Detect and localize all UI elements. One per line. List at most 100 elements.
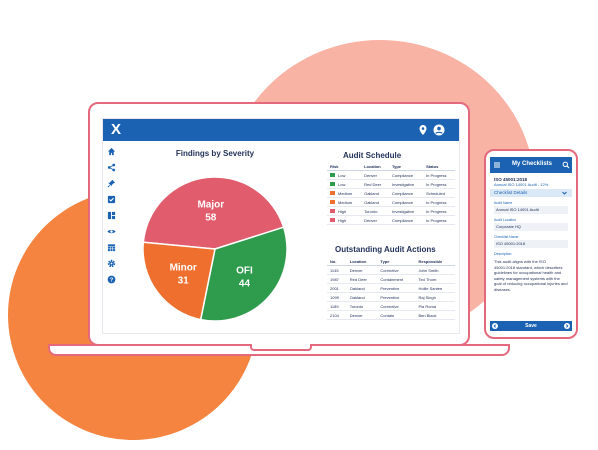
col-responsible: Responsible: [415, 257, 455, 266]
table-row[interactable]: Low Red Deer Investigative In Progress: [327, 179, 455, 189]
field-label: Checklist Name: [494, 235, 519, 239]
location-pin-icon[interactable]: [417, 124, 429, 136]
status-cell: In Progress: [423, 197, 455, 207]
slice-value-label: 31: [178, 276, 190, 287]
risk-label: Medium: [338, 199, 353, 205]
col-location: Location: [361, 162, 389, 171]
responsible-cell: Ben Black: [415, 310, 455, 320]
phone-title: My Checklists: [511, 161, 553, 167]
field-label: Description: [494, 252, 512, 256]
responsible-cell: Hollie Santee: [415, 283, 455, 293]
slice-name-label: Minor: [170, 263, 197, 274]
risk-color-swatch: [330, 209, 335, 214]
table-row[interactable]: High Toronto Investigative In Progress: [327, 206, 455, 216]
risk-cell: Low: [327, 179, 362, 189]
col-type: Type: [377, 257, 416, 266]
eye-icon[interactable]: [107, 227, 116, 236]
checklist-progress: Annual ISO 14001 Audit - 12%: [494, 182, 549, 187]
description-text: This audit aligns with the ISO 45001:201…: [494, 259, 568, 292]
audit-schedule-table: Risk Location Type Status Low Denver Compl…: [327, 162, 455, 225]
dashboard-screen: X ? Findings by Severity Major 58 OFI: [102, 118, 460, 334]
home-icon[interactable]: [107, 147, 116, 156]
table-row[interactable]: 1987 Red Deer Containment Ted Thorn: [327, 274, 455, 284]
table-row[interactable]: High Denver Compliance In Progress: [327, 215, 455, 225]
menu-icon[interactable]: [493, 161, 501, 169]
status-cell: Scheduled: [423, 188, 455, 198]
number-cell: 1189: [327, 301, 347, 311]
help-icon[interactable]: ?: [107, 275, 116, 284]
audit-location-field[interactable]: Corporate HQ: [494, 223, 568, 231]
table-row[interactable]: Medium Oakland Compliance In Progress: [327, 197, 455, 207]
risk-cell: Medium: [327, 197, 362, 207]
status-cell: In Progress: [423, 179, 455, 189]
share-icon[interactable]: [107, 163, 116, 172]
app-logo[interactable]: X: [110, 121, 121, 138]
number-cell: 1099: [327, 292, 347, 302]
risk-color-swatch: [330, 173, 335, 178]
checklist-name-field[interactable]: ISO 45001:2018: [494, 240, 568, 248]
svg-text:?: ?: [110, 278, 114, 284]
table-row[interactable]: 1189 Toronto Corrective Pia Roma: [327, 301, 455, 311]
chevron-down-icon: [562, 191, 567, 195]
settings-gear-icon[interactable]: [107, 259, 116, 268]
risk-label: Low: [338, 181, 346, 187]
type-cell: Corrective: [377, 301, 416, 311]
save-label: Save: [525, 323, 537, 329]
type-cell: Investigative: [388, 179, 424, 189]
location-cell: Oakland: [346, 292, 378, 302]
table-row[interactable]: 1099 Oakland Preventive Raj Singh: [327, 292, 455, 302]
field-label: Audit Location: [494, 218, 517, 222]
forward-arrow-icon[interactable]: [564, 323, 570, 329]
audit-name-field[interactable]: Annual ISO 14001 Audit: [494, 206, 568, 214]
table-row[interactable]: Medium Oakland Compliance Scheduled: [327, 188, 455, 198]
pin-icon[interactable]: [107, 179, 116, 188]
user-account-icon[interactable]: [433, 124, 445, 136]
location-cell: Denver: [361, 170, 389, 180]
table-row[interactable]: 1145 Denver Corrective John Smith: [327, 265, 455, 275]
laptop-frame: X ? Findings by Severity Major 58 OFI: [88, 102, 470, 346]
col-no: No.: [327, 257, 347, 266]
location-cell: Denver: [361, 215, 389, 225]
risk-color-swatch: [330, 218, 335, 223]
sidebar: ?: [103, 141, 121, 333]
number-cell: 2104: [327, 310, 347, 320]
findings-pie-chart: Major 58 OFI 44 Minor 31: [142, 176, 288, 322]
pie-slice-minor[interactable]: [142, 241, 216, 321]
risk-label: High: [338, 208, 347, 214]
back-arrow-icon[interactable]: [492, 323, 498, 329]
calendar-icon[interactable]: [107, 243, 116, 252]
table-row[interactable]: 2001 Oakland Preventive Hollie Santee: [327, 283, 455, 293]
dashboard-icon[interactable]: [107, 211, 116, 220]
risk-label: Low: [338, 172, 346, 178]
laptop-base: [48, 344, 510, 356]
status-cell: In Progress: [423, 206, 455, 216]
location-cell: Oakland: [346, 283, 378, 293]
slice-name-label: Major: [197, 200, 224, 211]
location-cell: Red Deer: [346, 274, 378, 284]
search-icon[interactable]: [562, 161, 570, 169]
save-button[interactable]: Save: [490, 321, 572, 331]
pie-slice-ofi[interactable]: [199, 226, 288, 322]
location-cell: Oakland: [361, 188, 389, 198]
col-location: Location: [346, 257, 378, 266]
audit-actions-table: No. Location Type Responsible 1145 Denver…: [327, 257, 455, 320]
table-row[interactable]: 2104 Denver Contain Ben Black: [327, 310, 455, 320]
checklist-details-section[interactable]: Checklist Details: [490, 189, 572, 197]
number-cell: 1145: [327, 265, 347, 275]
audit-schedule-title: Audit Schedule: [343, 151, 402, 160]
pie-slice-major[interactable]: [142, 176, 285, 250]
type-cell: Containment: [377, 274, 416, 284]
risk-color-swatch: [330, 182, 335, 187]
phone-header: My Checklists: [490, 157, 572, 173]
type-cell: Preventive: [377, 292, 416, 302]
type-cell: Contain: [377, 310, 416, 320]
responsible-cell: John Smith: [415, 265, 455, 275]
type-cell: Compliance: [388, 188, 424, 198]
risk-cell: Medium: [327, 188, 362, 198]
location-cell: Denver: [346, 310, 378, 320]
number-cell: 1987: [327, 274, 347, 284]
table-row[interactable]: Low Denver Compliance In Progress: [327, 170, 455, 180]
checkbox-icon[interactable]: [107, 195, 116, 204]
risk-color-swatch: [330, 200, 335, 205]
checklist-standard: ISO 45001:2018: [494, 177, 528, 182]
